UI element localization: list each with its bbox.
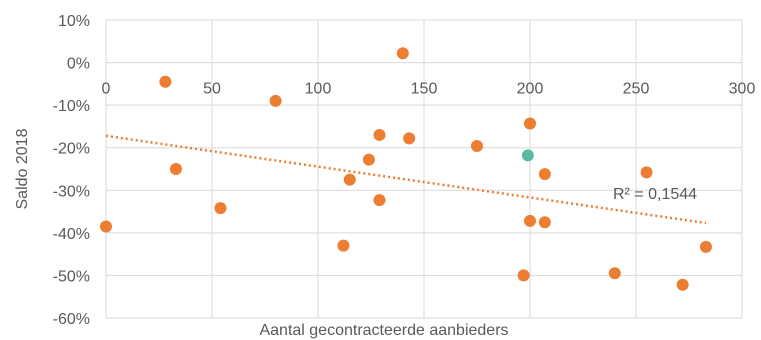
data-point xyxy=(169,163,182,175)
y-tick-label: -50% xyxy=(53,268,90,285)
data-point xyxy=(373,194,386,207)
y-tick-label: -20% xyxy=(53,141,90,158)
data-point xyxy=(403,132,416,145)
y-tick-label: -60% xyxy=(53,311,90,328)
data-point xyxy=(640,166,653,179)
y-tick-label: -40% xyxy=(53,226,90,243)
data-point xyxy=(373,128,386,141)
x-tick-label: 0 xyxy=(102,81,111,98)
data-point xyxy=(538,216,551,229)
trendline xyxy=(105,134,707,225)
data-point xyxy=(269,94,282,107)
y-tick-label: 10% xyxy=(58,13,90,30)
data-point xyxy=(337,239,350,252)
data-point xyxy=(699,240,712,253)
data-point xyxy=(100,220,112,233)
r-squared-label: R² = 0,1544 xyxy=(613,186,697,203)
x-axis-title: Aantal gecontracteerde aanbieders xyxy=(259,322,508,339)
data-point xyxy=(517,269,530,282)
data-point xyxy=(214,202,227,215)
y-axis-ticks: 10% 0% -10% -20% -30% -40% -50% -60% xyxy=(53,13,90,328)
y-tick-label: -30% xyxy=(53,183,90,200)
x-tick-label: 300 xyxy=(729,81,756,98)
x-tick-label: 200 xyxy=(517,81,544,98)
data-point xyxy=(538,168,551,181)
x-tick-label: 100 xyxy=(305,81,332,98)
gridlines xyxy=(105,19,743,319)
data-point xyxy=(608,267,621,280)
x-axis-ticks: 0 50 100 150 200 250 300 xyxy=(102,81,756,98)
data-point xyxy=(396,47,409,60)
data-points xyxy=(100,47,712,291)
highlighted-data-point xyxy=(521,149,534,162)
data-point xyxy=(343,173,356,186)
y-tick-label: 0% xyxy=(67,56,90,73)
data-point xyxy=(159,75,172,88)
x-tick-label: 150 xyxy=(411,81,438,98)
x-tick-label: 250 xyxy=(623,81,650,98)
data-point xyxy=(524,214,536,227)
y-axis-title: Saldo 2018 xyxy=(14,128,31,209)
data-point xyxy=(524,117,536,130)
x-tick-label: 50 xyxy=(203,81,221,98)
data-point xyxy=(676,278,689,291)
data-point xyxy=(471,140,483,153)
y-tick-label: -10% xyxy=(53,98,90,115)
trendline-path xyxy=(105,134,707,225)
data-point xyxy=(362,153,375,166)
